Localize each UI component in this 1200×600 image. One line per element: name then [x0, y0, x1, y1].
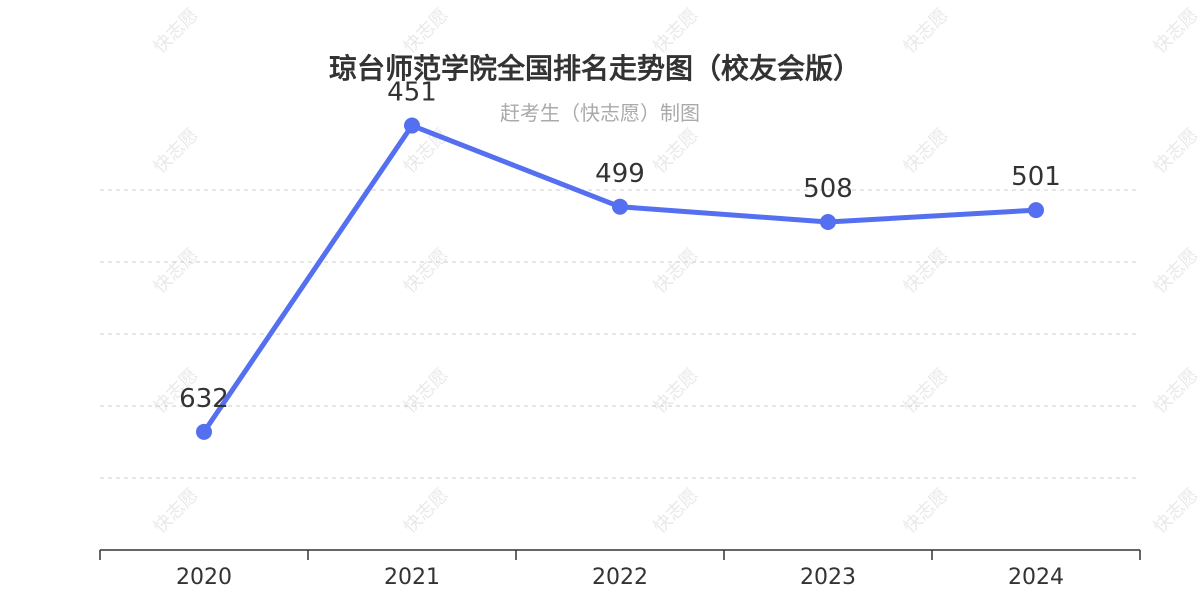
chart-title: 琼台师范学院全国排名走势图（校友会版）: [329, 52, 861, 85]
grid-lines: [100, 189, 1140, 479]
watermark-text: 快志愿: [900, 125, 953, 178]
data-label: 508: [803, 174, 853, 204]
data-label: 501: [1011, 162, 1061, 192]
watermark-text: 快志愿: [1150, 245, 1200, 298]
data-point: [1028, 202, 1044, 219]
data-point: [196, 423, 212, 440]
watermark-text: 快志愿: [1150, 365, 1200, 418]
watermark-text: 快志愿: [650, 365, 703, 418]
watermark-text: 快志愿: [650, 5, 703, 58]
watermark-text: 快志愿: [400, 5, 453, 58]
x-tick-label: 2021: [384, 565, 440, 590]
x-tick-label: 2024: [1008, 565, 1064, 590]
watermark-text: 快志愿: [150, 5, 203, 58]
watermark-text: 快志愿: [650, 125, 703, 178]
x-tick-label: 2022: [592, 565, 648, 590]
watermark-text: 快志愿: [150, 125, 203, 178]
series-layer: 632 451 499 508 501: [179, 78, 1061, 440]
watermark-text: 快志愿: [900, 245, 953, 298]
data-label: 632: [179, 384, 229, 414]
watermark-text: 快志愿: [900, 5, 953, 58]
data-point: [820, 214, 836, 230]
watermark-text: 快志愿: [400, 485, 453, 538]
data-point: [404, 117, 420, 134]
x-tick-label: 2020: [176, 565, 232, 590]
watermark-text: 快志愿: [400, 245, 453, 298]
data-label: 499: [595, 159, 645, 189]
watermark-text: 快志愿: [900, 485, 953, 538]
watermark-text: 快志愿: [150, 245, 203, 298]
data-label: 451: [387, 78, 437, 108]
watermark-text: 快志愿: [1150, 485, 1200, 538]
x-tick-label: 2023: [800, 565, 856, 590]
watermark-text: 快志愿: [400, 365, 453, 418]
data-point: [612, 198, 628, 215]
watermark-text: 快志愿: [650, 485, 703, 538]
watermark-text: 快志愿: [650, 245, 703, 298]
watermark-text: 快志愿: [900, 365, 953, 418]
x-axis: 2020 2021 2022 2023 2024: [99, 549, 1141, 590]
watermark-text: 快志愿: [1150, 125, 1200, 178]
watermark-text: 快志愿: [150, 485, 203, 538]
chart-subtitle: 赶考生（快志愿）制图: [500, 101, 700, 125]
watermark-text: 快志愿: [1150, 5, 1200, 58]
